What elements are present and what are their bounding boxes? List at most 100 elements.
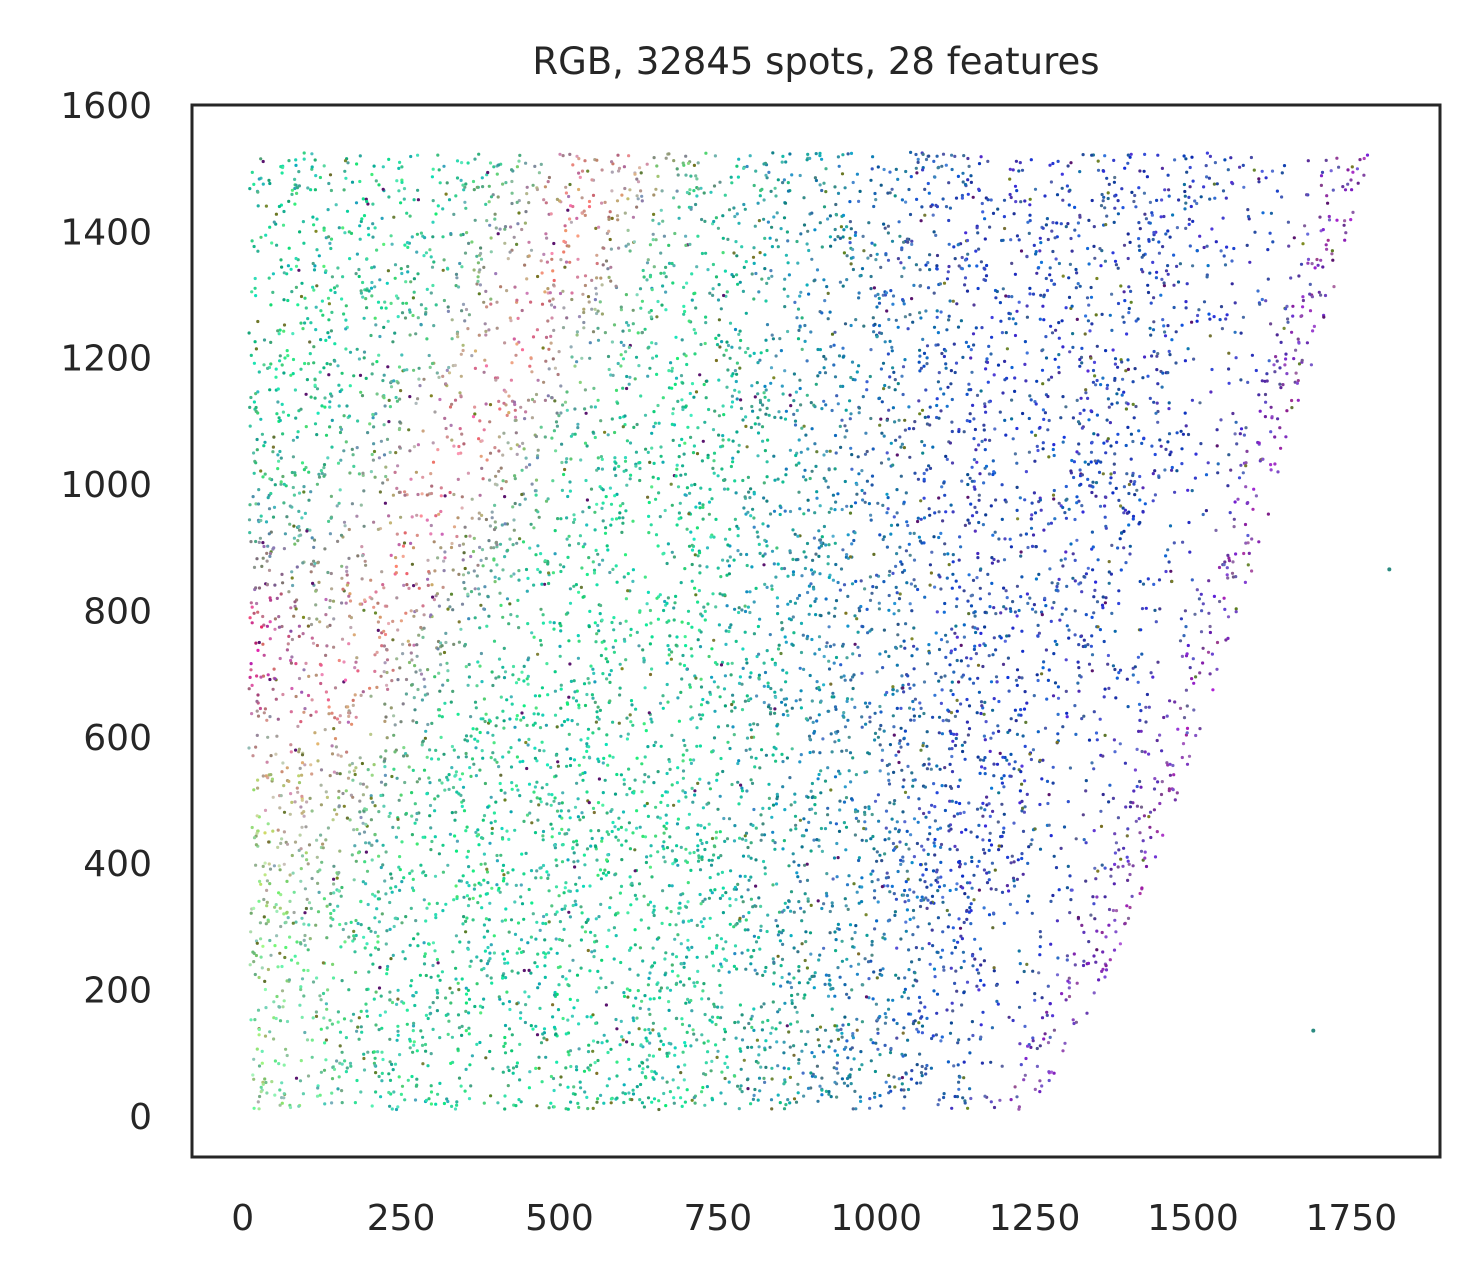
scatter-point (891, 406, 896, 410)
scatter-point (1137, 702, 1142, 707)
scatter-point (723, 269, 728, 273)
scatter-point (599, 603, 603, 608)
scatter-point (958, 865, 962, 869)
scatter-point (1085, 1011, 1089, 1015)
scatter-point (484, 1056, 488, 1060)
scatter-point (819, 826, 824, 831)
scatter-point (497, 657, 502, 661)
scatter-point (716, 872, 720, 876)
scatter-point (287, 159, 291, 163)
scatter-point (336, 364, 340, 368)
scatter-point (1103, 515, 1107, 519)
scatter-point (373, 930, 377, 935)
scatter-point (373, 669, 377, 674)
scatter-point (595, 158, 599, 162)
scatter-point (477, 517, 481, 521)
scatter-point (1156, 352, 1160, 356)
scatter-point (399, 619, 403, 623)
scatter-point (828, 931, 832, 935)
scatter-point (609, 1047, 613, 1051)
scatter-point (333, 686, 338, 690)
scatter-point (364, 841, 368, 845)
scatter-point (572, 513, 576, 517)
scatter-point (802, 996, 806, 1000)
scatter-point (663, 860, 667, 864)
scatter-point (1318, 215, 1322, 219)
scatter-point (1004, 331, 1008, 335)
scatter-point (1089, 356, 1093, 360)
scatter-point (354, 201, 359, 205)
scatter-point (319, 309, 323, 313)
scatter-point (354, 933, 358, 938)
scatter-point (1273, 370, 1277, 374)
scatter-point (270, 241, 274, 245)
scatter-point (712, 219, 716, 224)
scatter-point (1199, 592, 1203, 596)
scatter-point (658, 701, 663, 705)
scatter-point (559, 624, 563, 628)
scatter-point (833, 606, 837, 610)
scatter-point (505, 949, 510, 953)
scatter-point (802, 512, 806, 516)
scatter-point (636, 989, 640, 993)
scatter-point (1284, 435, 1288, 439)
scatter-point (615, 1027, 619, 1031)
scatter-point (1122, 243, 1127, 247)
scatter-point (920, 946, 925, 951)
scatter-point (415, 818, 419, 822)
scatter-point (278, 806, 282, 810)
scatter-point (879, 367, 884, 371)
scatter-point (297, 747, 301, 751)
scatter-point (477, 292, 481, 296)
scatter-point (287, 199, 291, 203)
scatter-point (513, 900, 517, 904)
scatter-point (851, 945, 855, 949)
scatter-point (892, 370, 896, 374)
scatter-point (411, 546, 416, 550)
scatter-point (683, 1100, 688, 1104)
scatter-point (736, 175, 741, 179)
scatter-point (560, 488, 565, 492)
scatter-point (543, 964, 547, 968)
scatter-point (393, 276, 397, 280)
scatter-point (970, 479, 974, 483)
scatter-point (1059, 558, 1063, 562)
scatter-point (1017, 300, 1021, 304)
scatter-point (460, 495, 464, 499)
scatter-point (873, 294, 878, 298)
scatter-point (1139, 805, 1144, 809)
scatter-point (979, 700, 984, 704)
scatter-point (837, 769, 841, 773)
scatter-point (491, 683, 495, 688)
scatter-point (480, 176, 484, 180)
scatter-point (745, 789, 749, 793)
scatter-point (631, 308, 635, 312)
scatter-point (967, 801, 971, 805)
scatter-point (600, 958, 604, 962)
scatter-point (356, 554, 360, 558)
scatter-point (774, 238, 779, 242)
scatter-point (415, 643, 419, 647)
scatter-point (538, 928, 542, 933)
scatter-point (1306, 232, 1310, 236)
scatter-point (503, 918, 508, 922)
scatter-point (1281, 383, 1285, 387)
scatter-point (1222, 254, 1226, 258)
scatter-point (616, 838, 621, 842)
scatter-point (981, 801, 985, 806)
scatter-point (301, 632, 305, 636)
scatter-point (596, 338, 601, 342)
scatter-point (716, 856, 721, 860)
scatter-point (1183, 609, 1187, 613)
scatter-point (586, 295, 591, 299)
scatter-point (629, 699, 634, 703)
scatter-point (1131, 514, 1136, 519)
scatter-point (948, 762, 952, 767)
scatter-point (527, 968, 531, 973)
scatter-point (693, 586, 697, 590)
scatter-point (772, 971, 776, 975)
scatter-point (985, 263, 989, 268)
scatter-point (763, 395, 767, 399)
scatter-point (652, 265, 656, 269)
scatter-point (898, 234, 902, 238)
